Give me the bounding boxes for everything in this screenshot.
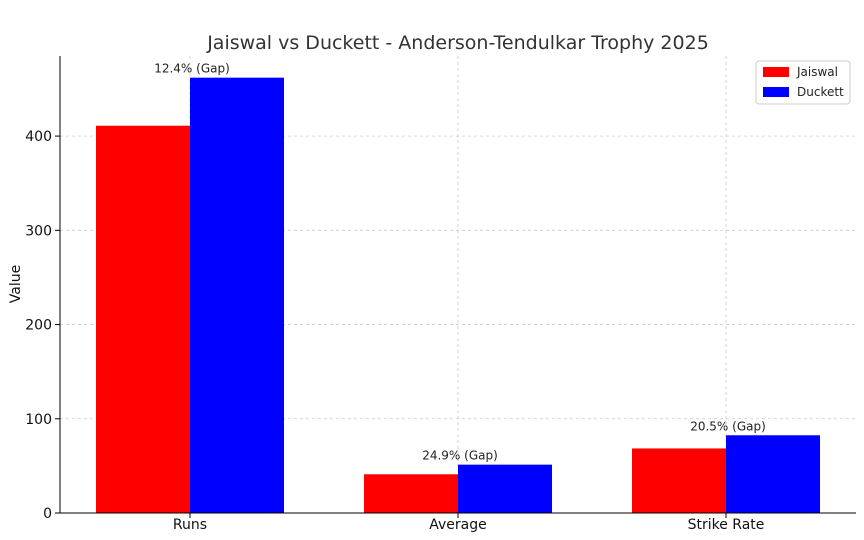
legend-swatch-duckett [763,87,789,97]
legend: Jaiswal Duckett [755,60,851,105]
x-tick-label: Strike Rate [688,517,765,533]
y-tick-label: 200 [25,318,52,334]
legend-label-jaiswal: Jaiswal [796,65,838,79]
legend-swatch-jaiswal [763,67,789,77]
chart-title: Jaiswal vs Duckett - Anderson-Tendulkar … [206,32,709,54]
axes-layer [55,56,856,518]
bar-duckett-1 [458,464,552,513]
gap-annotation: 24.9% (Gap) [422,449,498,463]
bars-layer [96,77,820,513]
bar-duckett-2 [726,435,820,513]
gap-annotation: 20.5% (Gap) [690,419,766,433]
x-tick-label: Runs [173,517,207,533]
bar-duckett-0 [190,77,284,513]
legend-label-duckett: Duckett [797,85,844,99]
bar-jaiswal-2 [632,448,726,513]
y-tick-label: 400 [25,129,52,145]
y-tick-label: 300 [25,223,52,239]
y-axis-label: Value [8,265,24,303]
gap-annotation: 12.4% (Gap) [154,62,230,76]
labels-layer: 0 100 200 300 400 12.4% (Gap) 24.9% (Gap) 20.5%… [25,62,766,533]
y-tick-label: 0 [43,506,52,522]
bar-jaiswal-0 [96,125,190,513]
y-tick-label: 100 [25,412,52,428]
bar-jaiswal-1 [364,474,458,513]
x-tick-label: Average [429,517,487,533]
